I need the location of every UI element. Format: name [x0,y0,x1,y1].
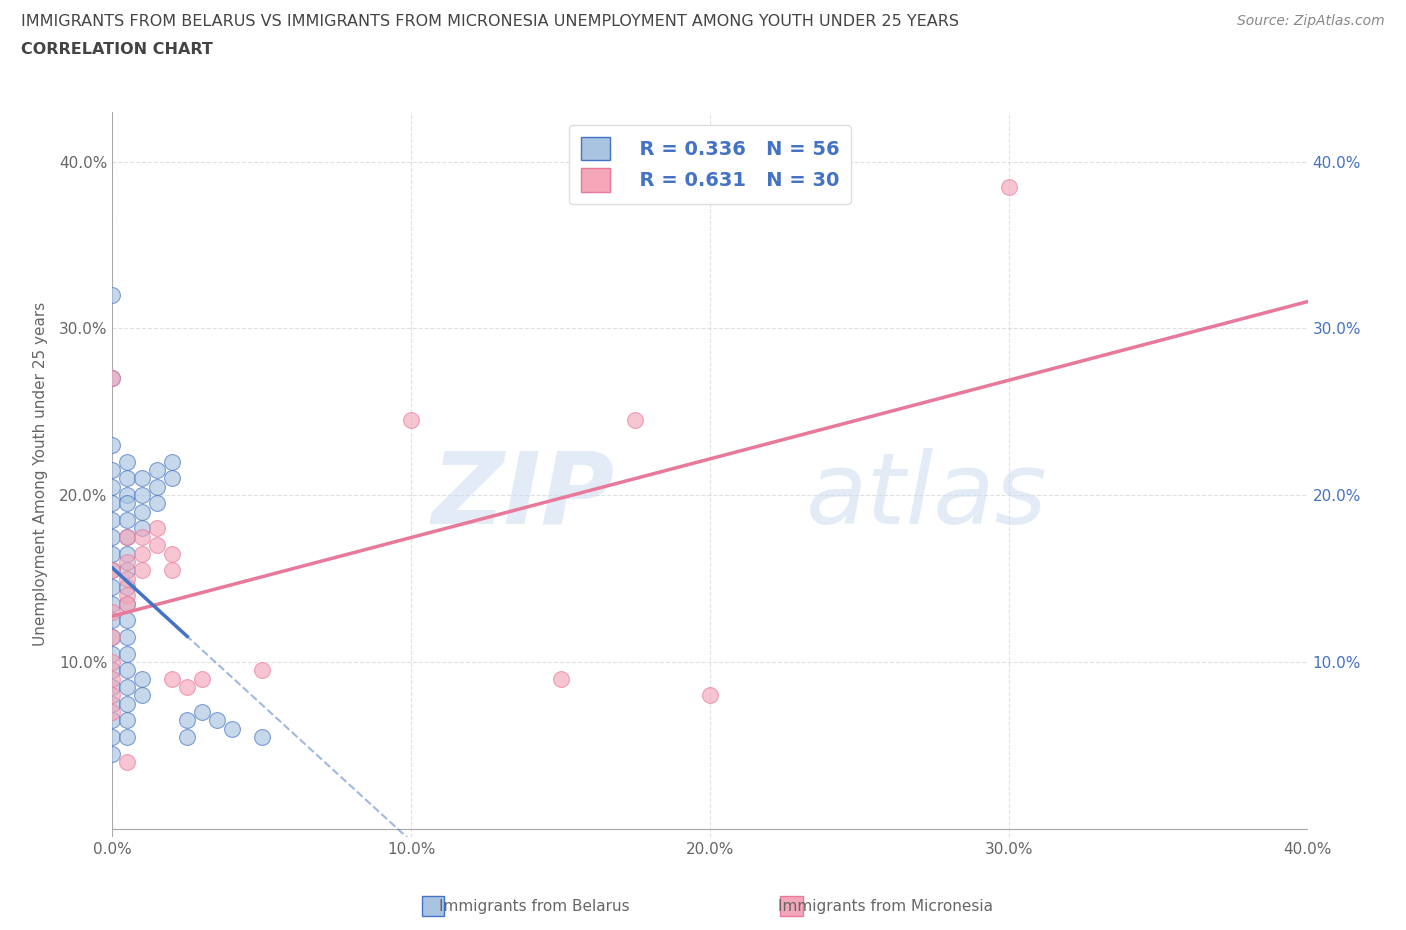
Point [131,504,153,519]
Point [162,455,183,470]
Point [101,630,124,644]
Point [131,521,153,536]
Point [117,496,139,511]
Point [117,529,139,544]
Point [101,712,124,727]
Point [117,729,139,744]
Point [550,671,572,686]
Point [250,663,273,678]
Point [101,479,124,494]
Point [117,487,139,502]
Point [101,496,124,511]
Point [117,512,139,527]
Point [101,646,124,661]
Point [101,546,124,561]
Point [117,563,139,578]
Point [117,596,139,611]
Point [101,596,124,611]
Point [101,613,124,628]
Point [101,688,124,703]
Point [101,287,124,302]
Point [131,529,153,544]
Point [162,671,183,686]
Point [101,630,124,644]
Point [176,712,198,727]
Point [162,563,183,578]
Point [101,529,124,544]
Point [401,413,423,428]
Point [117,712,139,727]
Point [101,371,124,386]
Point [131,471,153,485]
Point [101,563,124,578]
Point [117,554,139,569]
Point [101,463,124,478]
Point [176,680,198,695]
Text: Immigrants from Belarus: Immigrants from Belarus [439,899,630,914]
Y-axis label: Unemployment Among Youth under 25 years: Unemployment Among Youth under 25 years [32,302,48,646]
Point [117,754,139,769]
Point [191,671,214,686]
Point [117,455,139,470]
Point [117,588,139,603]
Point [146,479,169,494]
Point [117,697,139,711]
Point [221,721,243,736]
Point [101,697,124,711]
Point [146,463,169,478]
Point [117,646,139,661]
Point [131,487,153,502]
Point [101,579,124,594]
Point [624,413,647,428]
Point [699,688,721,703]
Point [176,729,198,744]
Point [101,729,124,744]
Text: CORRELATION CHART: CORRELATION CHART [21,42,212,57]
Point [131,671,153,686]
Point [117,471,139,485]
Point [191,705,214,720]
Text: atlas: atlas [806,447,1047,545]
Point [117,579,139,594]
Point [117,680,139,695]
Point [117,529,139,544]
Point [101,563,124,578]
Point [250,729,273,744]
Text: ZIP: ZIP [432,447,614,545]
Point [117,571,139,586]
Text: IMMIGRANTS FROM BELARUS VS IMMIGRANTS FROM MICRONESIA UNEMPLOYMENT AMONG YOUTH U: IMMIGRANTS FROM BELARUS VS IMMIGRANTS FR… [21,14,959,29]
Text: Source: ZipAtlas.com: Source: ZipAtlas.com [1237,14,1385,28]
Point [101,671,124,686]
Point [162,546,183,561]
Legend:   R = 0.336   N = 56,   R = 0.631   N = 30: R = 0.336 N = 56, R = 0.631 N = 30 [569,125,851,204]
Point [162,471,183,485]
Point [117,630,139,644]
Point [146,496,169,511]
Point [101,371,124,386]
Point [146,538,169,552]
Point [205,712,228,727]
Point [131,563,153,578]
Point [101,663,124,678]
Point [131,546,153,561]
Point [117,663,139,678]
Point [101,655,124,670]
Point [998,179,1021,194]
Point [101,438,124,453]
Point [131,688,153,703]
Point [101,604,124,619]
Point [146,521,169,536]
Point [101,746,124,761]
Point [101,705,124,720]
Point [101,680,124,695]
Point [117,613,139,628]
Text: Immigrants from Micronesia: Immigrants from Micronesia [779,899,993,914]
Point [117,596,139,611]
Point [117,546,139,561]
Point [101,512,124,527]
